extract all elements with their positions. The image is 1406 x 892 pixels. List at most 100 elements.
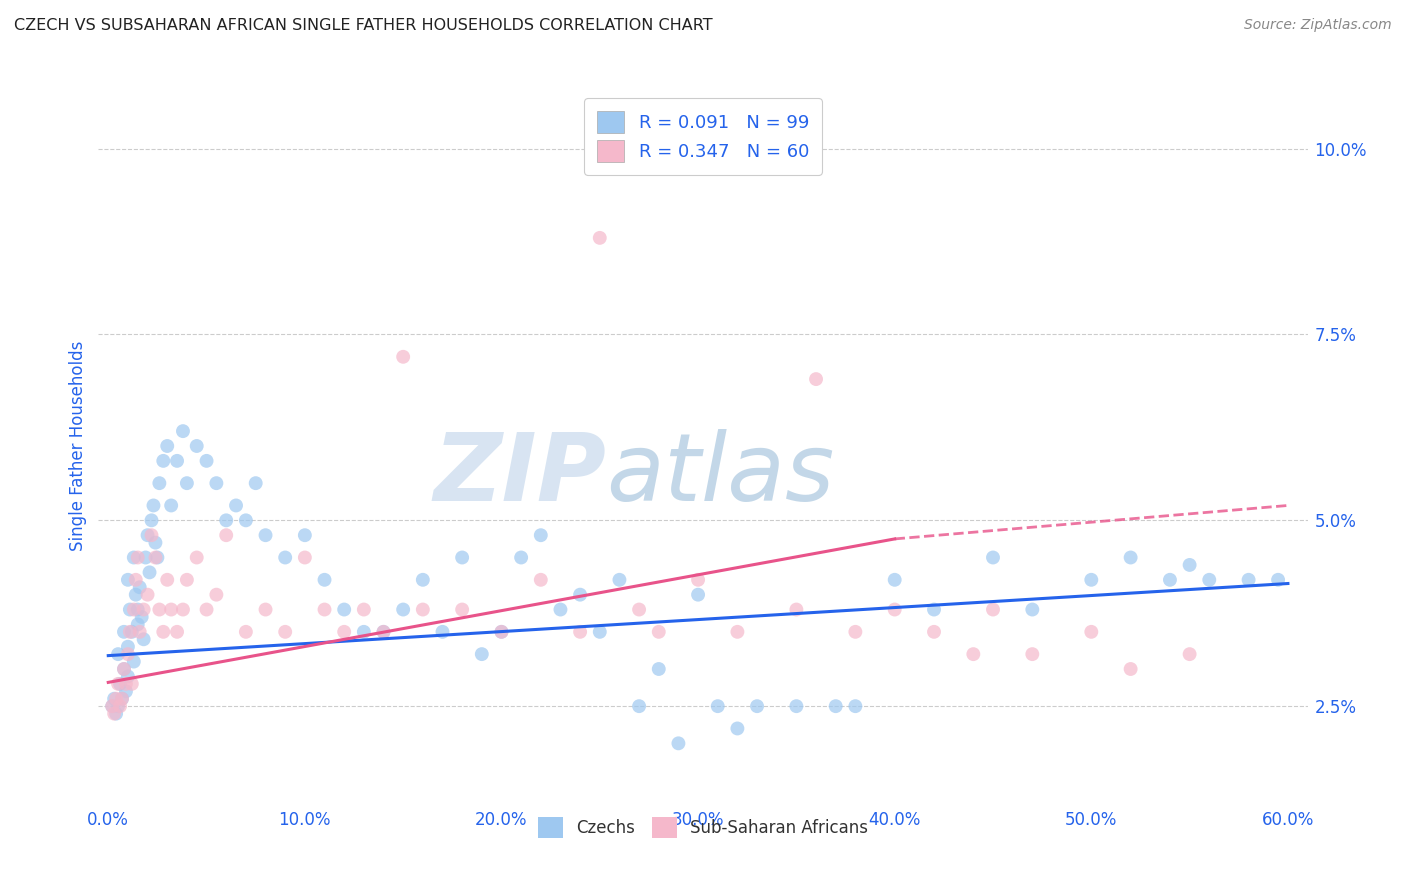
Point bbox=[333, 624, 356, 639]
Point bbox=[160, 602, 183, 616]
Point bbox=[103, 691, 125, 706]
Point bbox=[962, 647, 984, 661]
Point bbox=[186, 550, 208, 565]
Point bbox=[589, 231, 612, 245]
Point bbox=[136, 588, 159, 602]
Point bbox=[609, 573, 631, 587]
Point bbox=[117, 640, 139, 654]
Point bbox=[432, 624, 454, 639]
Point bbox=[353, 602, 375, 616]
Point bbox=[160, 499, 183, 513]
Point bbox=[205, 476, 228, 491]
Point bbox=[353, 624, 375, 639]
Point bbox=[1237, 573, 1260, 587]
Point bbox=[412, 602, 434, 616]
Point bbox=[112, 624, 135, 639]
Point bbox=[195, 602, 218, 616]
Point bbox=[510, 550, 533, 565]
Point bbox=[118, 624, 141, 639]
Point bbox=[235, 624, 257, 639]
Point bbox=[205, 588, 228, 602]
Point bbox=[121, 624, 143, 639]
Point bbox=[152, 454, 174, 468]
Point bbox=[785, 699, 807, 714]
Point bbox=[111, 691, 134, 706]
Legend: Czechs, Sub-Saharan Africans: Czechs, Sub-Saharan Africans bbox=[531, 811, 875, 845]
Point bbox=[141, 513, 163, 527]
Point bbox=[166, 454, 188, 468]
Point bbox=[101, 699, 124, 714]
Point bbox=[152, 624, 174, 639]
Point bbox=[135, 550, 157, 565]
Point bbox=[844, 699, 866, 714]
Point bbox=[148, 476, 170, 491]
Point bbox=[373, 624, 395, 639]
Point bbox=[117, 669, 139, 683]
Point bbox=[117, 647, 139, 661]
Point bbox=[785, 602, 807, 616]
Point bbox=[471, 647, 494, 661]
Text: Source: ZipAtlas.com: Source: ZipAtlas.com bbox=[1244, 18, 1392, 32]
Point bbox=[122, 602, 145, 616]
Point bbox=[235, 513, 257, 527]
Point bbox=[105, 706, 128, 721]
Point bbox=[550, 602, 572, 616]
Point bbox=[103, 706, 125, 721]
Point bbox=[294, 528, 316, 542]
Point bbox=[451, 550, 474, 565]
Point bbox=[215, 513, 238, 527]
Point bbox=[392, 350, 415, 364]
Point bbox=[101, 699, 124, 714]
Point bbox=[1119, 662, 1142, 676]
Point bbox=[844, 624, 866, 639]
Point bbox=[127, 602, 149, 616]
Point bbox=[118, 602, 141, 616]
Point bbox=[176, 476, 198, 491]
Point bbox=[125, 573, 148, 587]
Point bbox=[648, 624, 671, 639]
Point bbox=[294, 550, 316, 565]
Point bbox=[254, 528, 277, 542]
Point bbox=[125, 588, 148, 602]
Point bbox=[1159, 573, 1181, 587]
Point bbox=[530, 573, 553, 587]
Point bbox=[1021, 602, 1043, 616]
Point bbox=[1178, 558, 1201, 572]
Point bbox=[108, 677, 131, 691]
Point bbox=[156, 573, 179, 587]
Point bbox=[107, 647, 129, 661]
Text: atlas: atlas bbox=[606, 429, 835, 520]
Point bbox=[1021, 647, 1043, 661]
Point bbox=[922, 602, 945, 616]
Point bbox=[883, 602, 905, 616]
Point bbox=[107, 677, 129, 691]
Point bbox=[274, 624, 297, 639]
Point bbox=[131, 610, 153, 624]
Point bbox=[115, 677, 138, 691]
Point bbox=[128, 580, 150, 594]
Point bbox=[138, 566, 160, 580]
Point bbox=[145, 535, 167, 549]
Point bbox=[148, 602, 170, 616]
Point bbox=[1080, 624, 1102, 639]
Point bbox=[146, 550, 169, 565]
Point bbox=[166, 624, 188, 639]
Point bbox=[725, 722, 748, 736]
Point bbox=[589, 624, 612, 639]
Text: ZIP: ZIP bbox=[433, 428, 606, 521]
Point bbox=[451, 602, 474, 616]
Point bbox=[142, 499, 165, 513]
Point bbox=[804, 372, 827, 386]
Point bbox=[706, 699, 728, 714]
Point bbox=[668, 736, 690, 750]
Point bbox=[688, 573, 710, 587]
Point bbox=[127, 550, 149, 565]
Point bbox=[132, 602, 155, 616]
Point bbox=[569, 624, 592, 639]
Point bbox=[156, 439, 179, 453]
Point bbox=[105, 691, 128, 706]
Point bbox=[883, 573, 905, 587]
Point bbox=[333, 602, 356, 616]
Point bbox=[117, 573, 139, 587]
Point bbox=[132, 632, 155, 647]
